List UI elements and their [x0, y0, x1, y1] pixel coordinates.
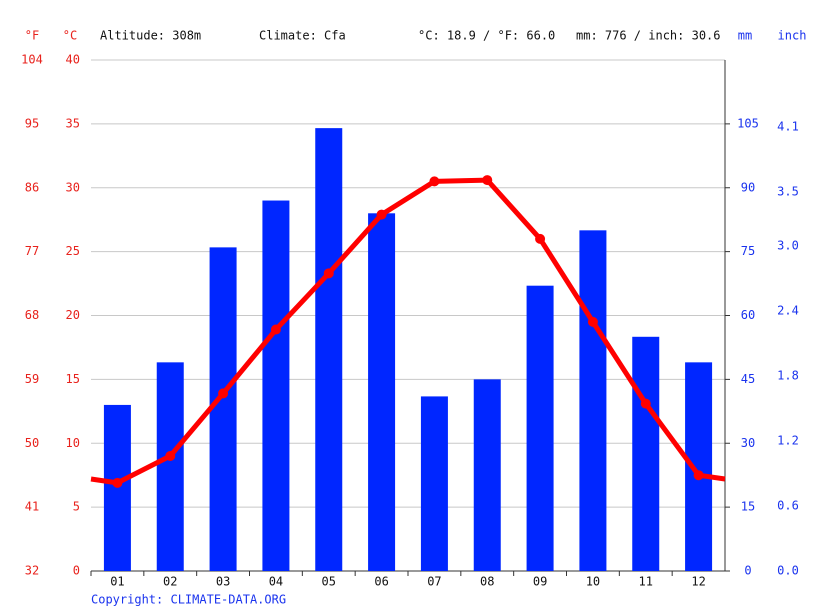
- temp-point: [323, 268, 334, 279]
- y2-tick-label: 105: [737, 116, 759, 130]
- y3-tick-label: 2.4: [777, 304, 799, 318]
- temp-point: [218, 388, 229, 399]
- precip-bar: [209, 247, 237, 571]
- y-tick-label: 30: [66, 180, 80, 194]
- y3-tick-label: 0.6: [777, 499, 799, 513]
- y-tick-label: 0: [73, 564, 80, 578]
- temp-point: [535, 233, 546, 244]
- mm-unit: mm: [738, 29, 752, 43]
- yf-tick-label: 95: [25, 116, 39, 130]
- x-tick-label: 07: [427, 575, 441, 589]
- temp-line: [116, 177, 701, 486]
- inch-unit: inch: [778, 29, 807, 43]
- temp-point: [693, 470, 704, 481]
- y3-tick-label: 3.5: [777, 185, 799, 199]
- f-unit: °F: [25, 29, 39, 43]
- precip-bar: [315, 128, 343, 571]
- x-tick-label: 05: [322, 575, 336, 589]
- x-tick-label: 08: [480, 575, 494, 589]
- y2-tick-label: 45: [741, 372, 755, 386]
- precip-bar: [526, 285, 554, 571]
- y3-tick-label: 4.1: [777, 120, 799, 134]
- temp-point: [640, 398, 651, 409]
- y2-tick-label: 90: [741, 180, 755, 194]
- y3-tick-label: 1.8: [777, 369, 799, 383]
- x-tick-label: 10: [586, 575, 600, 589]
- yf-tick-label: 50: [25, 436, 39, 450]
- yf-tick-label: 77: [25, 244, 39, 258]
- y-tick-label: 35: [66, 116, 80, 130]
- precip-bar: [262, 200, 290, 571]
- y-tick-label: 20: [66, 308, 80, 322]
- c-unit: °C: [63, 29, 77, 43]
- precip-bar: [685, 362, 713, 571]
- altitude: Altitude: 308m: [100, 29, 201, 43]
- y-tick-label: 40: [66, 53, 80, 67]
- y-tick-label: 10: [66, 436, 80, 450]
- x-tick-label: 09: [533, 575, 547, 589]
- yf-tick-label: 41: [25, 500, 39, 514]
- x-tick-label: 06: [374, 575, 388, 589]
- temp-point: [482, 175, 493, 186]
- x-tick-label: 04: [269, 575, 283, 589]
- precip-bar: [579, 230, 607, 572]
- yf-tick-label: 86: [25, 180, 39, 194]
- temp-point: [376, 209, 387, 220]
- x-tick-label: 01: [110, 575, 124, 589]
- y3-tick-label: 0.0: [777, 564, 799, 578]
- y-tick-label: 5: [73, 500, 80, 514]
- yf-tick-label: 68: [25, 308, 39, 322]
- temp-point: [587, 316, 598, 327]
- precip-bar: [632, 336, 660, 571]
- temp-avg: °C: 18.9 / °F: 66.0: [418, 29, 555, 43]
- yf-tick-label: 59: [25, 372, 39, 386]
- precip-bar: [473, 379, 501, 571]
- y-tick-label: 15: [66, 372, 80, 386]
- precip-total: mm: 776 / inch: 30.6: [576, 29, 721, 43]
- precip-bar: [420, 396, 448, 571]
- y3-tick-label: 1.2: [777, 434, 799, 448]
- temp-point: [112, 477, 123, 488]
- yf-tick-label: 104: [21, 53, 43, 67]
- temp-point: [429, 176, 440, 187]
- temp-point: [165, 451, 176, 462]
- precip-bar: [156, 362, 184, 571]
- temp-point: [270, 324, 281, 335]
- y2-tick-label: 0: [744, 564, 751, 578]
- copyright: Copyright: CLIMATE-DATA.ORG: [91, 593, 286, 607]
- y3-tick-label: 3.0: [777, 239, 799, 253]
- y-tick-label: 25: [66, 244, 80, 258]
- precip-bar: [368, 213, 396, 572]
- y2-tick-label: 30: [741, 436, 755, 450]
- x-tick-label: 02: [163, 575, 177, 589]
- yf-tick-label: 32: [25, 564, 39, 578]
- y2-tick-label: 15: [741, 500, 755, 514]
- precip-bar: [103, 404, 131, 571]
- y2-tick-label: 60: [741, 308, 755, 322]
- x-tick-label: 12: [691, 575, 705, 589]
- x-tick-label: 11: [639, 575, 653, 589]
- x-tick-label: 03: [216, 575, 230, 589]
- climate: Climate: Cfa: [259, 29, 346, 43]
- y2-tick-label: 75: [741, 244, 755, 258]
